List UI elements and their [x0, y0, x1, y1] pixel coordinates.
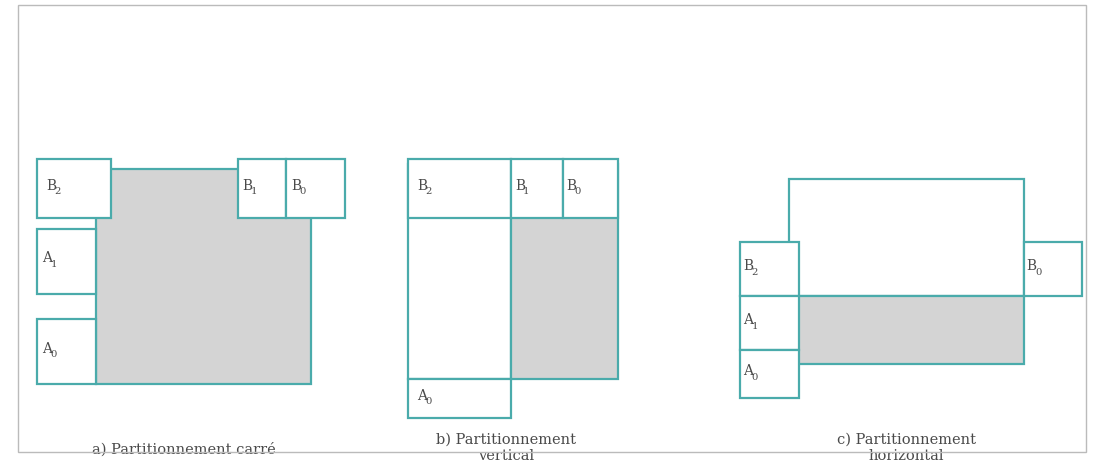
Text: A: A	[743, 313, 753, 327]
Text: 1: 1	[523, 187, 530, 197]
Bar	[96, 169, 311, 384]
Text: A: A	[417, 388, 427, 402]
Text: B: B	[46, 179, 56, 192]
Text: 0: 0	[1034, 268, 1041, 277]
Text: A: A	[42, 342, 52, 356]
Bar	[741, 242, 799, 296]
Bar	[511, 164, 618, 379]
Text: 1: 1	[51, 260, 57, 269]
Text: B: B	[1027, 259, 1037, 273]
Bar	[286, 159, 344, 218]
Bar	[789, 179, 1023, 296]
Text: 2: 2	[54, 187, 61, 197]
Bar	[237, 159, 286, 218]
Bar	[511, 159, 563, 218]
Text: B: B	[514, 179, 526, 192]
Text: B: B	[291, 179, 301, 192]
Bar	[1023, 242, 1082, 296]
Text: A: A	[42, 251, 52, 265]
Text: B: B	[417, 179, 427, 192]
Text: B: B	[566, 179, 576, 192]
Text: 0: 0	[752, 373, 758, 382]
Bar	[741, 350, 799, 398]
Text: B: B	[243, 179, 253, 192]
Text: 2: 2	[425, 187, 432, 197]
Text: 0: 0	[299, 187, 306, 197]
Text: 0: 0	[425, 397, 432, 406]
Text: 2: 2	[752, 268, 758, 277]
Bar	[789, 296, 1023, 364]
Text: c) Partitionnement
horizontal: c) Partitionnement horizontal	[837, 432, 976, 463]
Bar	[38, 319, 96, 384]
Text: 0: 0	[575, 187, 581, 197]
Bar	[741, 296, 799, 350]
Text: A: A	[743, 364, 753, 378]
Bar	[38, 229, 96, 293]
Bar	[38, 159, 110, 218]
Bar	[408, 159, 511, 218]
Text: a) Partitionnement carré: a) Partitionnement carré	[92, 442, 276, 457]
Text: B: B	[743, 259, 754, 273]
Text: b) Partitionnement
vertical: b) Partitionnement vertical	[436, 432, 576, 463]
Text: 0: 0	[51, 351, 57, 359]
Text: 1: 1	[752, 322, 758, 331]
Text: 1: 1	[251, 187, 257, 197]
Bar	[563, 159, 618, 218]
Bar	[408, 379, 511, 418]
Bar	[408, 164, 511, 379]
